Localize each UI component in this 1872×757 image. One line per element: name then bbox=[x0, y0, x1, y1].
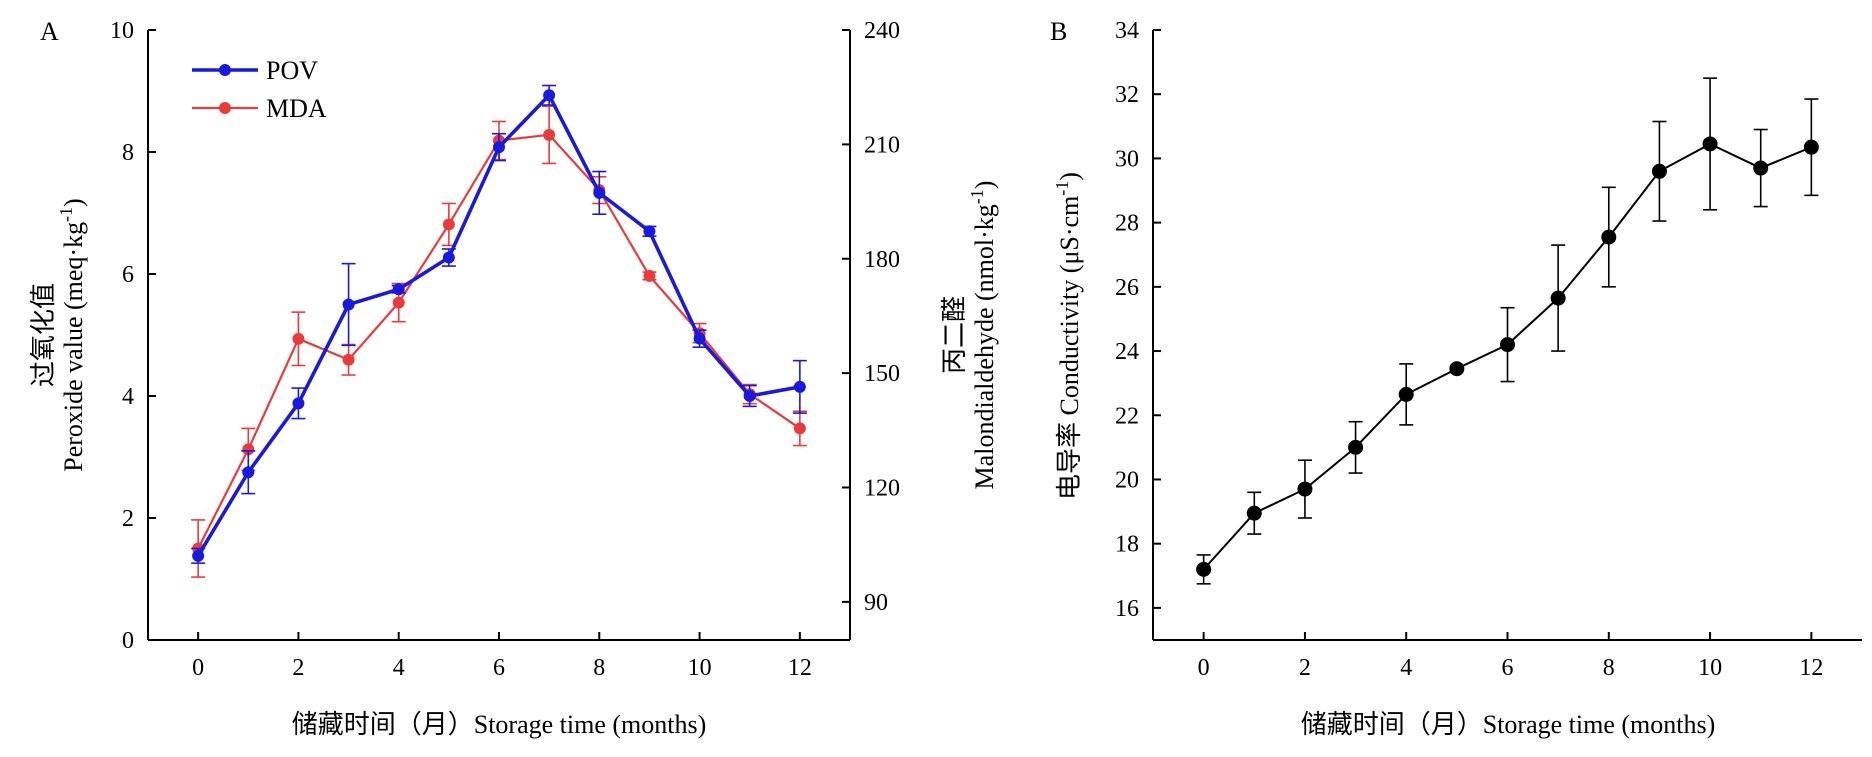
panel-b-series bbox=[1196, 77, 1819, 585]
panel-b-x-ticks: 0 2 4 6 8 10 12 bbox=[1198, 632, 1823, 681]
pov-point bbox=[192, 549, 205, 562]
mda-point bbox=[793, 422, 806, 435]
conductivity-point bbox=[1196, 561, 1212, 577]
pov-point bbox=[593, 186, 606, 199]
y-tick-label: 30 bbox=[1115, 146, 1139, 172]
conductivity-point bbox=[1601, 229, 1617, 245]
y-tick-label: 26 bbox=[1115, 275, 1139, 301]
panel-a-x-axis-label: 储藏时间（月）Storage time (months) bbox=[292, 710, 707, 739]
pov-point bbox=[743, 390, 756, 402]
x-tick-label: 0 bbox=[1198, 655, 1210, 681]
panel-a-legend: POV MDA bbox=[192, 56, 327, 123]
panel-b-y-axis-label: 电导率 Conductivity (μS·cm-1) bbox=[1052, 172, 1084, 500]
pov-point bbox=[342, 298, 355, 311]
pov-point bbox=[543, 89, 556, 102]
legend-pov-label: POV bbox=[266, 56, 318, 85]
conductivity-point bbox=[1500, 337, 1515, 353]
panel-b-y-ticks: 16 18 20 22 24 26 28 30 32 34 bbox=[1115, 18, 1161, 622]
y-tick-label: 2 bbox=[122, 506, 134, 532]
conductivity-point bbox=[1803, 139, 1819, 155]
x-tick-label: 2 bbox=[1299, 655, 1311, 681]
y-tick-label: 28 bbox=[1115, 211, 1139, 237]
conductivity-point bbox=[1651, 163, 1667, 179]
conductivity-point bbox=[1246, 505, 1262, 521]
pov-line bbox=[196, 93, 801, 557]
y2-tick-label: 90 bbox=[864, 590, 888, 616]
y-tick-label: 32 bbox=[1115, 82, 1139, 108]
y-tick-label: 6 bbox=[122, 262, 134, 288]
mda-point bbox=[643, 269, 656, 282]
x-tick-label: 4 bbox=[1400, 655, 1412, 681]
y-tick-label: 22 bbox=[1115, 403, 1139, 429]
x-tick-label: 10 bbox=[1698, 655, 1722, 681]
legend-pov-marker bbox=[219, 64, 231, 76]
y-tick-label: 20 bbox=[1115, 467, 1139, 493]
mda-point bbox=[292, 332, 305, 345]
x-tick-label: 12 bbox=[788, 655, 812, 681]
conductivity-point bbox=[1753, 160, 1769, 176]
pov-point bbox=[392, 283, 405, 296]
x-tick-label: 6 bbox=[1502, 655, 1514, 681]
panel-a-series bbox=[191, 84, 807, 578]
legend-mda-label: MDA bbox=[266, 94, 327, 123]
conductivity-point bbox=[1297, 481, 1313, 497]
y2-tick-label: 120 bbox=[864, 476, 900, 502]
y-tick-label: 16 bbox=[1115, 596, 1139, 622]
x-tick-label: 8 bbox=[1603, 655, 1615, 681]
x-tick-label: 10 bbox=[688, 655, 712, 681]
panel-a-y-axis-label-cn: 过氧化值 bbox=[29, 283, 58, 387]
pov-point bbox=[442, 251, 455, 264]
legend-mda-marker bbox=[219, 102, 231, 114]
panel-a-y2-axis-label-cn: 丙二醛 bbox=[940, 296, 969, 374]
y-tick-label: 8 bbox=[122, 140, 134, 166]
x-tick-label: 8 bbox=[593, 655, 605, 681]
conductivity-point bbox=[1550, 290, 1566, 306]
panel-a-y2-axis-label: Malondialdehyde (nmol·kg-1) bbox=[967, 181, 999, 490]
y2-tick-label: 180 bbox=[864, 247, 900, 273]
conductivity-point bbox=[1702, 136, 1718, 152]
panel-a-y2-axis-label-group: 丙二醛 Malondialdehyde (nmol·kg-1) bbox=[940, 181, 999, 490]
pov-point bbox=[793, 380, 806, 393]
pov-point bbox=[292, 397, 305, 410]
x-tick-label: 4 bbox=[393, 655, 405, 681]
y2-tick-label: 240 bbox=[864, 18, 900, 44]
panel-b-y-axis-label-group: 电导率 Conductivity (μS·cm-1) bbox=[1052, 172, 1084, 500]
y-tick-label: 18 bbox=[1115, 532, 1139, 558]
conductivity-point bbox=[1398, 386, 1414, 402]
panel-a-y-axis-label: Peroxide value (meq·kg-1) bbox=[56, 198, 88, 471]
pov-point bbox=[643, 225, 656, 238]
panel-a-chart: A 0 2 4 6 8 10 12 0 2 4 6 8 10 90 120 150 180 210 240 PO… bbox=[29, 17, 999, 739]
pov-point bbox=[493, 141, 505, 154]
y-tick-label: 4 bbox=[122, 384, 134, 410]
mda-point bbox=[242, 443, 255, 456]
pov-point bbox=[242, 466, 255, 479]
mda-point bbox=[442, 218, 455, 231]
panel-a-label: A bbox=[40, 17, 59, 46]
conductivity-point bbox=[1449, 361, 1465, 377]
panel-b-x-axis-label: 储藏时间（月）Storage time (months) bbox=[1301, 710, 1716, 739]
panel-b-label: B bbox=[1050, 17, 1067, 46]
y-tick-label: 10 bbox=[110, 18, 134, 44]
y2-tick-label: 150 bbox=[864, 361, 900, 387]
x-tick-label: 6 bbox=[493, 655, 505, 681]
conductivity-point bbox=[1348, 439, 1364, 455]
y-tick-label: 24 bbox=[1115, 339, 1139, 365]
x-tick-label: 2 bbox=[292, 655, 304, 681]
pov-point bbox=[693, 332, 706, 345]
panel-a-y-ticks: 0 2 4 6 8 10 bbox=[110, 18, 156, 654]
mda-point bbox=[392, 296, 405, 309]
mda-point bbox=[342, 353, 355, 366]
x-tick-label: 12 bbox=[1799, 655, 1823, 681]
panel-a-x-ticks: 0 2 4 6 8 10 12 bbox=[192, 632, 812, 681]
y-tick-label: 0 bbox=[122, 628, 134, 654]
panel-a-y2-ticks: 90 120 150 180 210 240 bbox=[842, 18, 900, 616]
y-tick-label: 34 bbox=[1115, 18, 1139, 44]
panel-a-y-axis-label-group: 过氧化值 Peroxide value (meq·kg-1) bbox=[29, 198, 88, 471]
y2-tick-label: 210 bbox=[864, 132, 900, 158]
mda-point bbox=[543, 128, 556, 141]
x-tick-label: 0 bbox=[192, 655, 204, 681]
mda-line bbox=[197, 133, 801, 549]
